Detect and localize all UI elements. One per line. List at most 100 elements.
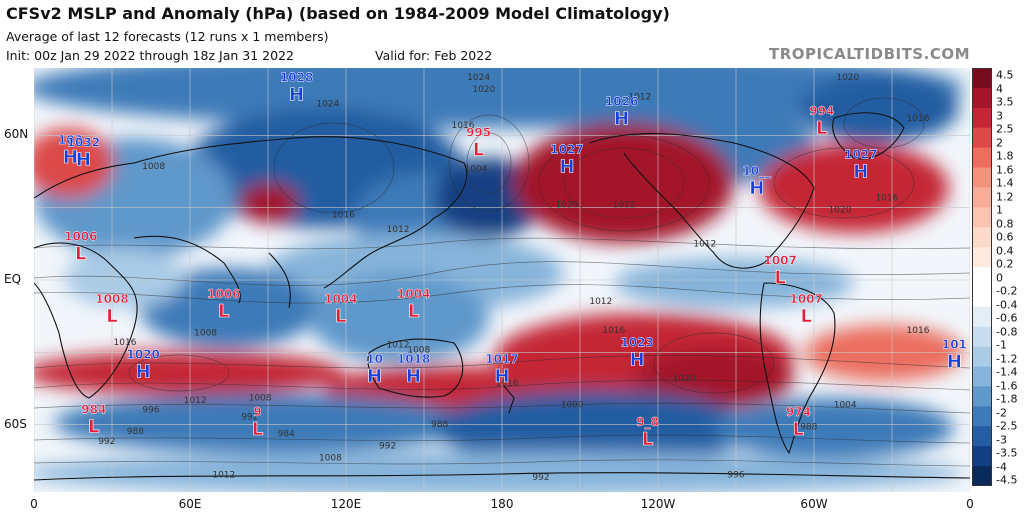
- low-symbol: L: [642, 429, 653, 450]
- high-symbol: H: [494, 366, 509, 387]
- colorbar-tick-label: -3.5: [996, 446, 1018, 460]
- colorbar-tick-label: -1.6: [996, 379, 1018, 392]
- isobar-label: 1008: [194, 328, 217, 338]
- high-symbol: H: [630, 349, 645, 370]
- center-pressure-value: 9: [253, 405, 261, 419]
- center-pressure-value: 1007: [789, 292, 822, 306]
- isobar-label: 996: [727, 471, 744, 481]
- colorbar-swatch: [972, 386, 992, 407]
- high-symbol: H: [559, 157, 574, 178]
- isobar-label: 1008: [249, 393, 272, 403]
- colorbar-tick-label: 3.5: [996, 95, 1014, 109]
- lat-label: 60N: [4, 127, 29, 142]
- colorbar-tick-label: 1.8: [996, 149, 1014, 163]
- high-symbol: H: [749, 178, 764, 199]
- low-pressure-center: 9L: [252, 405, 264, 441]
- low-symbol: L: [473, 140, 484, 161]
- colorbar-tick-label: 4: [996, 82, 1003, 95]
- lon-label: 180: [490, 497, 514, 511]
- isobar-label: 1020: [836, 73, 859, 83]
- colorbar-tick-label: 0.2: [996, 257, 1014, 271]
- isobar-label: 988: [800, 422, 817, 432]
- lon-label: 0: [966, 497, 974, 511]
- colorbar-swatch: [972, 87, 992, 109]
- lat-label: EQ: [4, 272, 22, 286]
- center-pressure-value: 1018: [397, 352, 430, 366]
- isobar-label: 992: [241, 413, 258, 423]
- center-pressure-value: 1004: [397, 287, 430, 301]
- colorbar-swatch: [972, 107, 992, 129]
- center-pressure-value: 995: [466, 126, 491, 140]
- low-symbol: L: [252, 419, 263, 440]
- isobar-label: 1008: [142, 162, 165, 172]
- colorbar-border: [972, 68, 992, 486]
- isobar-label: 996: [142, 406, 159, 416]
- isobar-label: 988: [127, 427, 144, 437]
- isobar-label: 992: [379, 442, 396, 452]
- center-pressure-value: 10: [366, 352, 383, 366]
- colorbar-tick-label: 1.4: [996, 176, 1014, 190]
- colorbar-tick-label: -1: [996, 338, 1007, 352]
- anomaly-map: 1024 1020 1020 1024 1016 1012 1016 1004 1008 1020…: [34, 68, 970, 492]
- isobar-label: 1012: [212, 471, 235, 481]
- colorbar-tick-label: -1.2: [996, 352, 1018, 365]
- isobar-label: 1004: [834, 401, 857, 411]
- center-pressure-value: 1006: [64, 229, 97, 243]
- lon-label: 120W: [640, 497, 676, 511]
- center-pressure-value: 1020: [126, 347, 159, 361]
- isobar-label: 1016: [875, 194, 898, 204]
- colorbar-tick-label: -4: [996, 460, 1007, 473]
- high-pressure-center: 10H: [366, 352, 383, 388]
- colorbar-tick-label: -0.8: [996, 325, 1018, 338]
- isobar-label: 984: [278, 430, 295, 440]
- lon-label: 60W: [800, 497, 828, 511]
- graticule: [34, 68, 970, 492]
- isobar-label: 1024: [316, 100, 339, 110]
- isobar-label: 1016: [907, 326, 930, 336]
- low-symbol: L: [800, 306, 811, 327]
- colorbar-tick-label: 0.4: [996, 244, 1014, 257]
- isobar-label: 1012: [693, 239, 716, 249]
- colorbar-swatch: [972, 366, 992, 387]
- isobar-label: 1012: [589, 297, 612, 307]
- center-pressure-value: 1027: [844, 147, 877, 161]
- isobar-label: 1016: [602, 326, 625, 336]
- lon-label: 60E: [178, 497, 202, 511]
- colorbar-tick-label: -0.4: [996, 298, 1018, 311]
- lon-label: 0: [30, 497, 38, 511]
- coastlines: [34, 112, 970, 481]
- colorbar-swatch: [972, 466, 992, 486]
- isobar-label: 1024: [467, 73, 490, 83]
- high-pressure-center: 10__H: [742, 164, 771, 200]
- isobar-label: 1008: [319, 454, 342, 464]
- colorbar-tick-label: 3: [996, 109, 1003, 122]
- high-symbol: H: [63, 147, 78, 168]
- low-pressure-center: 9_8L: [636, 415, 659, 451]
- isobar-label: 1016: [332, 210, 355, 220]
- isobar-label: 1020: [556, 201, 579, 211]
- colorbar-tick-label: 0: [996, 271, 1003, 284]
- low-symbol: L: [335, 306, 346, 327]
- high-symbol: H: [76, 149, 91, 170]
- isobar-label: 1020: [829, 206, 852, 216]
- colorbar-swatch: [972, 227, 992, 248]
- colorbar-swatch: [972, 147, 992, 169]
- center-pressure-value: 1026: [605, 94, 638, 108]
- center-pressure-value: 1017: [485, 352, 518, 366]
- center-pressure-value: 10__: [742, 164, 771, 179]
- isobar-label: 1016: [114, 338, 137, 348]
